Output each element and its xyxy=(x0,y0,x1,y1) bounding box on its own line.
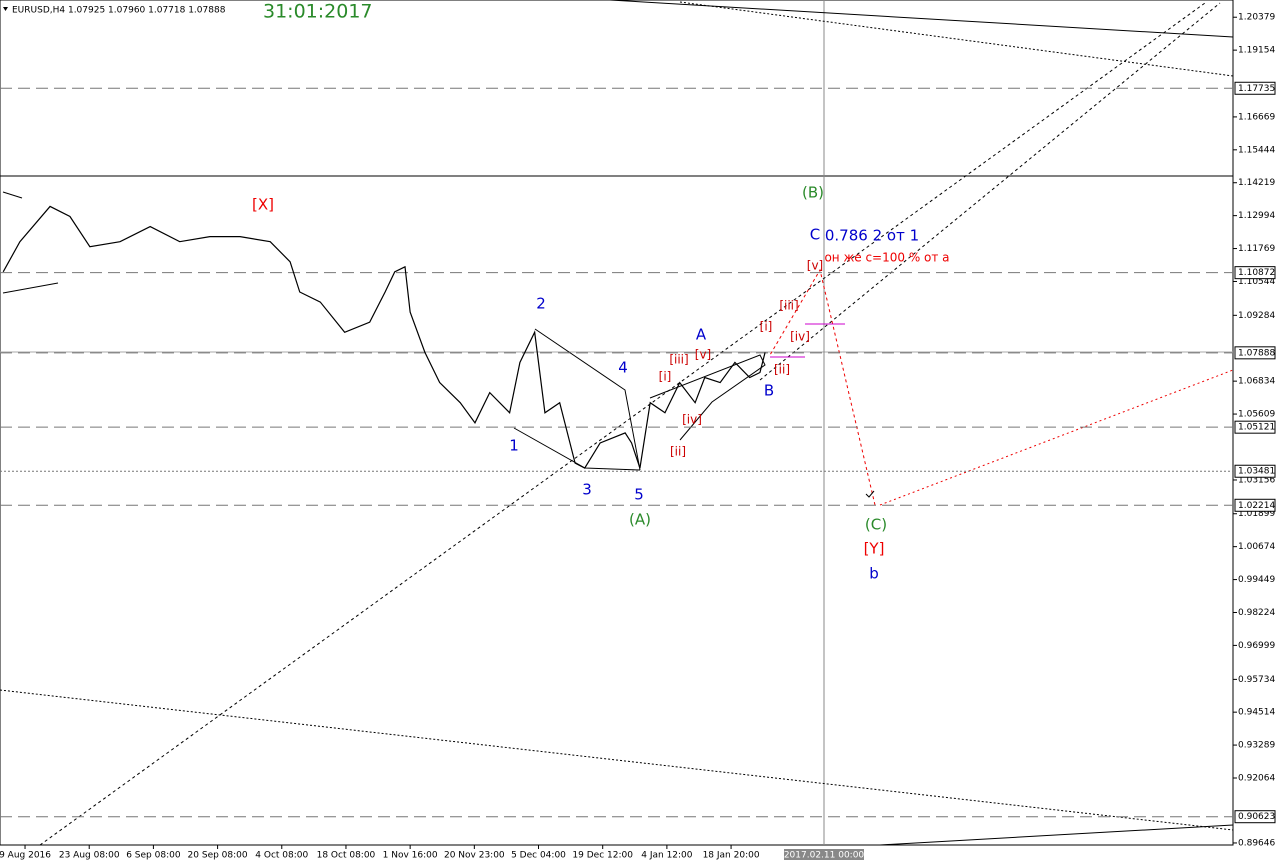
level-label: 1.17735 xyxy=(1238,84,1275,94)
wave-label: он же с=100 % от а xyxy=(824,251,949,265)
wave-label: B xyxy=(764,382,774,400)
y-tick-label: 1.14219 xyxy=(1238,178,1275,188)
wave-label: b xyxy=(869,565,879,583)
y-tick-label: 1.09284 xyxy=(1238,311,1275,321)
level-label: 1.10872 xyxy=(1238,268,1275,278)
wave-label: (A) xyxy=(629,511,651,529)
wave-label: 5 xyxy=(634,486,644,504)
y-tick-label: 0.99449 xyxy=(1238,575,1275,585)
level-label: 1.02214 xyxy=(1238,501,1275,511)
wave-label: [ii] xyxy=(774,363,790,377)
y-tick-label: 0.98224 xyxy=(1238,608,1275,618)
wave-label: (C) xyxy=(865,516,887,534)
level-label: 1.03481 xyxy=(1238,467,1275,477)
y-tick-label: 1.06834 xyxy=(1238,377,1275,387)
wave-label: [i] xyxy=(659,370,672,384)
trend-lines xyxy=(0,0,1234,846)
wave-label: [iii] xyxy=(779,299,798,313)
chart-title: EURUSD,H4 1.07925 1.07960 1.07718 1.0788… xyxy=(12,6,226,16)
wave-label: [v] xyxy=(695,348,711,362)
x-tick-label: 4 Oct 08:00 xyxy=(255,851,308,861)
cursor-label: 2017.02.11 00:00 xyxy=(784,851,865,861)
cursor-box xyxy=(784,849,864,860)
wave-label: 1 xyxy=(509,437,519,455)
wave-label: A xyxy=(696,326,707,344)
y-tick-label: 1.12994 xyxy=(1238,211,1275,221)
chart-subtitle: 31:01:2017 xyxy=(263,1,373,23)
y-tick-label: 1.16669 xyxy=(1238,112,1275,122)
x-tick-label: 5 Dec 04:00 xyxy=(511,851,566,861)
level-label: 1.07888 xyxy=(1238,348,1275,358)
wave-label: 2 xyxy=(536,295,546,313)
wave-label: [ii] xyxy=(670,445,686,459)
x-tick-label: 20 Nov 23:00 xyxy=(444,851,505,861)
y-tick-label: 1.03156 xyxy=(1238,475,1275,485)
wave-label: [iv] xyxy=(682,413,702,427)
wave-label: [i] xyxy=(760,320,773,334)
y-tick-label: 0.89646 xyxy=(1238,838,1275,848)
level-label: 0.90623 xyxy=(1238,812,1275,822)
x-tick-label: 1 Nov 16:00 xyxy=(383,851,438,861)
wave-label: [X] xyxy=(252,196,274,214)
x-tick-label: 4 Jan 12:00 xyxy=(641,851,693,861)
level-box xyxy=(1234,464,1276,478)
x-tick-label: 18 Jan 20:00 xyxy=(703,851,760,861)
x-tick-label: 20 Sep 08:00 xyxy=(188,851,248,861)
y-tick-label: 1.20379 xyxy=(1238,13,1275,23)
wave-label: [v] xyxy=(807,259,823,273)
y-tick-label: 0.92064 xyxy=(1238,773,1275,783)
wave-label: 4 xyxy=(618,359,628,377)
wave-label: (B) xyxy=(802,184,824,202)
level-box xyxy=(1234,81,1276,95)
level-box xyxy=(1234,266,1276,280)
wave-label: [Y] xyxy=(864,540,885,558)
x-tick-label: 19 Dec 12:00 xyxy=(572,851,633,861)
wave-label: [iii] xyxy=(669,353,688,367)
wave-label: [iv] xyxy=(790,330,810,344)
y-tick-label: 0.93289 xyxy=(1238,741,1275,751)
wave-label: C xyxy=(810,226,820,244)
level-label: 1.05121 xyxy=(1238,423,1275,433)
x-tick-label: 23 Aug 08:00 xyxy=(59,851,120,861)
y-tick-label: 1.05609 xyxy=(1238,410,1275,420)
plot-frame xyxy=(0,0,1234,846)
y-tick-label: 1.15444 xyxy=(1238,145,1275,155)
y-tick-label: 0.96999 xyxy=(1238,641,1275,651)
x-tick-label: 18 Oct 08:00 xyxy=(317,851,376,861)
x-tick-label: 9 Aug 2016 xyxy=(0,851,51,861)
y-tick-label: 0.95734 xyxy=(1238,675,1275,685)
menu-arrow xyxy=(3,7,8,11)
y-tick-label: 1.00674 xyxy=(1238,542,1275,552)
level-box xyxy=(1234,420,1276,434)
y-tick-label: 0.94514 xyxy=(1238,708,1275,718)
level-box xyxy=(1234,346,1276,360)
x-tick-label: 6 Sep 08:00 xyxy=(126,851,181,861)
level-box xyxy=(1234,810,1276,824)
price-line xyxy=(2,205,766,469)
y-tick-label: 1.10544 xyxy=(1238,277,1275,287)
level-box xyxy=(1234,498,1276,512)
y-tick-label: 1.11769 xyxy=(1238,244,1275,254)
wave-label: 0.786 2 от 1 xyxy=(825,227,919,245)
y-tick-label: 1.01899 xyxy=(1238,509,1275,519)
wave-label: 3 xyxy=(582,481,592,499)
y-tick-label: 1.19154 xyxy=(1238,46,1275,56)
